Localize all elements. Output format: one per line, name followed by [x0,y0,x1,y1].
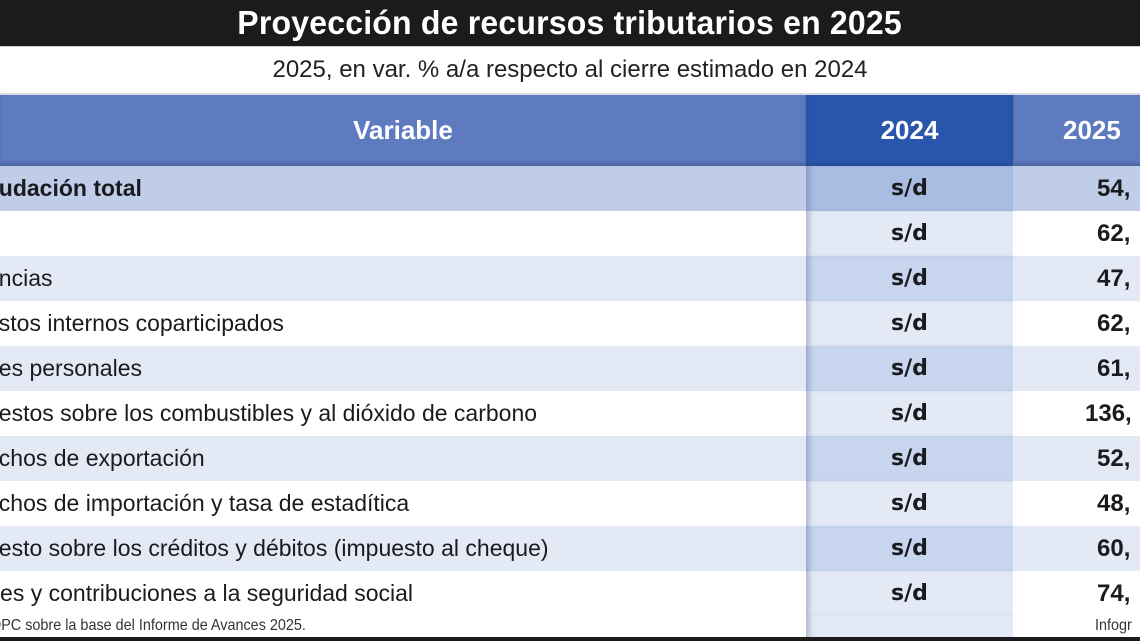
page-subtitle: 2025, en var. % a/a respecto al cierre e… [272,56,868,83]
row-variable: uesto sobre los créditos y débitos (impu… [0,526,806,571]
table-row: uestos sobre los combustibles y al dióxi… [0,391,1140,436]
row-value-2024: s/d [806,481,1013,526]
row-variable: uestos sobre los combustibles y al dióxi… [0,391,806,436]
subtitle-bar: 2025, en var. % a/a respecto al cierre e… [0,47,1140,93]
row-variable: audación total [0,166,806,211]
table-row: ancias s/d 47, [0,256,1140,301]
column-header-variable: Variable [0,95,806,166]
row-variable: ancias [0,256,806,301]
row-variable: echos de exportación [0,436,806,481]
row-value-2024: s/d [806,166,1013,211]
table-row: rtes y contribuciones a la seguridad soc… [0,571,1140,616]
row-value-2025: 136, [1013,391,1140,436]
row-variable: nes personales [0,346,806,391]
row-value-2024: s/d [806,256,1013,301]
row-value-2025: 52, [1013,436,1140,481]
footer: OPC sobre la base del Informe de Avances… [0,614,1140,638]
row-value-2024: s/d [806,301,1013,346]
credit-note: Infogr [1095,617,1132,634]
row-variable: ustos internos coparticipados [0,301,806,346]
row-value-2024: s/d [806,436,1013,481]
row-variable: echos de importación y tasa de estadític… [0,481,806,526]
title-bar: Proyección de recursos tributarios en 20… [0,0,1140,47]
row-value-2024: s/d [806,391,1013,436]
table-row: ustos internos coparticipados s/d 62, [0,301,1140,346]
row-value-2025: 47, [1013,256,1140,301]
table-row: echos de importación y tasa de estadític… [0,481,1140,526]
source-note: OPC sobre la base del Informe de Avances… [0,617,306,634]
row-value-2024: s/d [806,346,1013,391]
column-header-2024: 2024 [806,95,1013,166]
row-variable: rtes y contribuciones a la seguridad soc… [0,571,806,616]
table-header: Variable 2024 2025 [0,93,1140,166]
row-value-2025: 60, [1013,526,1140,571]
row-value-2025: 54, [1013,166,1140,211]
table-row: echos de exportación s/d 52, [0,436,1140,481]
row-value-2025: 62, [1013,301,1140,346]
row-value-2025: 74, [1013,571,1140,616]
table-row: uesto sobre los créditos y débitos (impu… [0,526,1140,571]
column-header-2025: 2025 [1013,95,1140,166]
table-row: audación total s/d 54, [0,166,1140,211]
row-value-2025: 61, [1013,346,1140,391]
column-2024-band [806,614,1013,638]
row-value-2024: s/d [806,526,1013,571]
table-row: nes personales s/d 61, [0,346,1140,391]
row-variable [0,211,806,256]
row-value-2025: 62, [1013,211,1140,256]
row-value-2024: s/d [806,571,1013,616]
row-value-2024: s/d [806,211,1013,256]
page-title: Proyección de recursos tributarios en 20… [237,4,903,41]
table-row: s/d 62, [0,211,1140,256]
row-value-2025: 48, [1013,481,1140,526]
bottom-rule [0,637,1140,641]
